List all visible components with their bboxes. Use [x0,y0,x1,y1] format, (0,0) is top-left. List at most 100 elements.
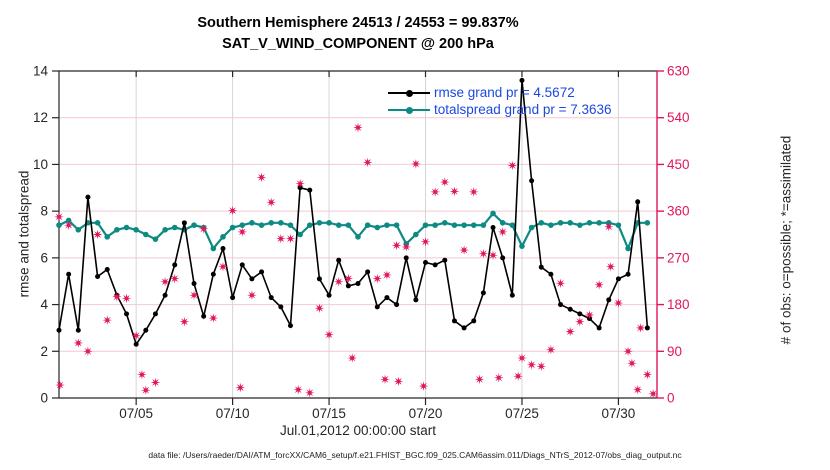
assimilated-obs-marker [324,329,334,340]
rmse-marker [384,295,390,301]
assimilated-obs-marker [63,220,74,230]
assimilated-obs-marker [266,197,276,208]
assimilated-obs-marker [92,229,103,240]
left-y-tick-label: 4 [40,297,48,312]
totalspread-marker [442,220,448,226]
rmse-marker [644,325,650,331]
rmse-marker [432,262,438,268]
x-tick-label: 07/30 [602,406,636,421]
totalspread-marker [384,222,390,228]
assimilated-obs-marker [494,373,504,383]
totalspread-marker [114,227,120,233]
rmse-marker [596,325,602,331]
assimilated-obs-marker [247,290,257,300]
assimilated-obs-marker [418,381,429,391]
assimilated-obs-marker [137,369,147,380]
left-y-tick-label: 14 [33,64,49,79]
rmse-marker [577,311,583,317]
right-y-tick-label: 450 [667,157,690,172]
totalspread-marker [374,224,381,231]
left-y-tick-label: 8 [40,204,48,219]
assimilated-obs-marker [237,227,248,237]
rmse-marker [95,274,101,280]
totalspread-marker [499,220,506,226]
rmse-marker [75,327,81,333]
totalspread-marker [104,234,111,240]
assimilated-obs-marker [536,361,547,372]
rmse-marker [461,325,467,331]
assimilated-obs-marker [54,212,64,222]
assimilated-obs-marker [227,205,238,216]
totalspread-marker [413,231,419,238]
rmse-marker [249,276,255,282]
assimilated-obs-marker [295,178,305,189]
left-y-tick-label: 0 [40,391,48,406]
rmse-marker [239,262,245,268]
rmse-marker [394,302,400,308]
assimilated-obs-marker [382,270,392,280]
totalspread-marker [220,234,226,240]
totalspread-marker [287,222,294,228]
right-y-axis-label: # of obs: o=possible; *=assimilated [778,135,794,345]
assimilated-obs-marker [478,248,489,259]
assimilated-obs-marker [305,388,315,398]
totalspread-marker [75,227,82,233]
assimilated-obs-marker [391,240,402,251]
rmse-marker [259,269,265,275]
rmse-marker [374,304,380,310]
right-y-tick-label: 0 [667,391,675,406]
assimilated-obs-marker [497,227,508,237]
totalspread-marker [548,222,554,228]
assimilated-obs-marker [459,245,469,255]
rmse-marker [201,313,207,319]
totalspread-marker [171,224,178,231]
totalspread-marker [451,222,458,228]
rmse-marker [56,327,62,333]
assimilated-obs-marker [420,237,431,247]
rmse-marker [268,295,274,301]
totalspread-marker [94,220,101,226]
totalspread-line-sample-icon [388,105,430,114]
rmse-marker [104,267,110,273]
totalspread-marker [65,217,72,224]
rmse-marker [152,311,158,317]
data-file-path: data file: /Users/raeder/DAI/ATM_forcXX/… [148,450,682,460]
assimilated-obs-marker [276,233,286,244]
totalspread-marker [567,220,573,226]
rmse-marker [191,281,197,287]
rmse-marker [538,264,544,270]
assimilated-obs-marker [112,292,122,302]
rmse-marker [471,318,477,324]
rmse-marker [345,283,351,289]
right-y-tick-label: 630 [667,64,690,79]
rmse-marker [567,306,573,312]
right-y-tick-label: 180 [667,297,690,312]
rmse-marker [606,297,612,303]
totalspread-marker [239,222,246,228]
rmse-marker [316,276,322,282]
totalspread-marker [355,234,361,240]
right-y-tick-label: 540 [667,110,690,125]
totalspread-marker [210,245,217,252]
rmse-marker [480,290,486,296]
totalspread-marker [229,224,236,231]
rmse-marker [326,292,332,298]
assimilated-obs-marker [627,358,637,368]
assimilated-obs-marker [141,385,151,395]
totalspread-marker [335,222,342,228]
rmse-marker [355,281,361,287]
assimilated-obs-marker [218,261,228,272]
assimilated-obs-marker [604,221,614,232]
rmse-marker [365,269,371,275]
legend-item-rmse: rmse grand pr = 4.5672 [388,84,612,101]
assimilated-obs-marker [179,316,190,327]
totalspread-marker [461,222,467,228]
left-y-tick-label: 12 [33,110,48,125]
rmse-marker [278,304,284,310]
totalspread-marker [480,222,487,228]
totalspread-marker [422,222,429,228]
totalspread-marker [162,227,168,233]
totalspread-marker [644,220,651,226]
left-y-tick-label: 6 [40,250,48,265]
legend-label-rmse: rmse grand pr = 4.5672 [434,85,575,100]
